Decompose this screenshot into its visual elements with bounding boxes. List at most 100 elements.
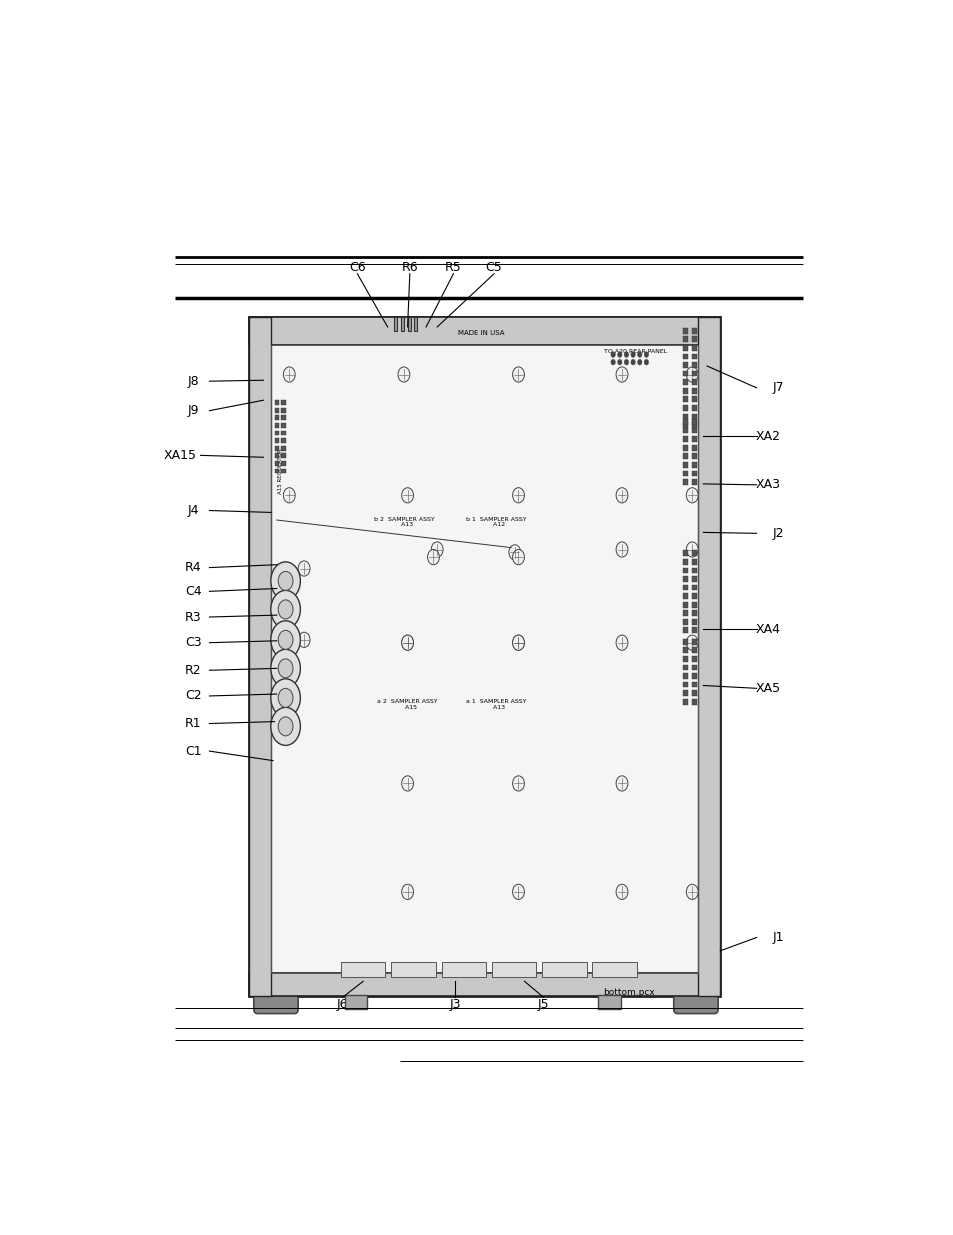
- Text: XA5: XA5: [755, 682, 781, 695]
- Bar: [682, 336, 687, 342]
- Circle shape: [685, 367, 698, 382]
- Bar: [249, 973, 720, 997]
- Circle shape: [278, 600, 293, 619]
- Circle shape: [271, 679, 300, 716]
- Text: R2: R2: [185, 663, 201, 677]
- Bar: [691, 388, 696, 394]
- Bar: [274, 446, 278, 451]
- Bar: [682, 601, 687, 608]
- Bar: [274, 431, 278, 436]
- Bar: [682, 462, 687, 468]
- Text: MADE IN USA: MADE IN USA: [457, 330, 504, 336]
- Text: XA3: XA3: [755, 478, 781, 492]
- Circle shape: [278, 716, 293, 736]
- Circle shape: [298, 561, 310, 576]
- Text: J4: J4: [187, 504, 199, 517]
- Bar: [691, 436, 696, 442]
- Text: b 2  SAMPLER ASSY
   A13: b 2 SAMPLER ASSY A13: [374, 516, 434, 527]
- Bar: [407, 317, 410, 331]
- Bar: [691, 584, 696, 590]
- Circle shape: [512, 776, 524, 792]
- Bar: [281, 424, 285, 427]
- Bar: [691, 479, 696, 485]
- Circle shape: [610, 359, 615, 366]
- Circle shape: [685, 635, 698, 651]
- Bar: [682, 656, 687, 662]
- Bar: [691, 345, 696, 351]
- Circle shape: [643, 359, 648, 366]
- Bar: [682, 471, 687, 477]
- Circle shape: [278, 658, 293, 678]
- Text: J1: J1: [772, 931, 783, 944]
- Circle shape: [630, 359, 635, 366]
- Circle shape: [427, 550, 439, 564]
- Bar: [682, 559, 687, 564]
- Circle shape: [637, 359, 641, 366]
- Circle shape: [616, 542, 627, 557]
- Bar: [391, 962, 436, 977]
- Text: A15 REGULATOR: A15 REGULATOR: [277, 448, 283, 494]
- Circle shape: [298, 632, 310, 647]
- Circle shape: [512, 367, 524, 382]
- Bar: [274, 400, 278, 405]
- Circle shape: [623, 352, 628, 357]
- Bar: [691, 462, 696, 468]
- Bar: [341, 962, 385, 977]
- Bar: [682, 353, 687, 359]
- Text: J2: J2: [772, 527, 783, 540]
- Circle shape: [512, 635, 524, 651]
- Text: XA15: XA15: [163, 448, 196, 462]
- Circle shape: [283, 367, 294, 382]
- Bar: [691, 568, 696, 573]
- Text: C4: C4: [185, 585, 201, 598]
- Text: bottom.pcx: bottom.pcx: [603, 988, 655, 997]
- Circle shape: [616, 367, 627, 382]
- Text: J7: J7: [772, 382, 783, 394]
- Bar: [274, 415, 278, 420]
- Bar: [274, 453, 278, 458]
- Bar: [274, 408, 278, 412]
- Bar: [691, 427, 696, 433]
- Text: C3: C3: [185, 636, 201, 650]
- Circle shape: [271, 650, 300, 688]
- Circle shape: [643, 352, 648, 357]
- Circle shape: [271, 562, 300, 600]
- Bar: [691, 610, 696, 616]
- Bar: [274, 424, 278, 427]
- Bar: [281, 453, 285, 458]
- Circle shape: [616, 635, 627, 651]
- Bar: [691, 329, 696, 333]
- Text: C1: C1: [185, 745, 201, 757]
- Bar: [274, 468, 278, 473]
- Text: J6: J6: [336, 998, 348, 1010]
- FancyBboxPatch shape: [673, 981, 718, 1014]
- Bar: [682, 419, 687, 425]
- Circle shape: [617, 359, 621, 366]
- Text: J5: J5: [537, 998, 549, 1010]
- Circle shape: [616, 884, 627, 899]
- Bar: [271, 345, 698, 973]
- Bar: [691, 647, 696, 653]
- Bar: [691, 370, 696, 377]
- Text: J3: J3: [449, 998, 460, 1010]
- Bar: [249, 316, 720, 997]
- Bar: [249, 316, 720, 345]
- Bar: [691, 445, 696, 451]
- Bar: [682, 673, 687, 679]
- Circle shape: [623, 359, 628, 366]
- Bar: [698, 316, 720, 997]
- Circle shape: [617, 352, 621, 357]
- Bar: [691, 336, 696, 342]
- Bar: [682, 362, 687, 368]
- Bar: [682, 405, 687, 411]
- Bar: [691, 673, 696, 679]
- Bar: [691, 551, 696, 556]
- Text: R4: R4: [185, 561, 201, 574]
- Circle shape: [610, 352, 615, 357]
- Bar: [691, 627, 696, 634]
- Bar: [274, 438, 278, 443]
- Bar: [682, 370, 687, 377]
- Text: XA4: XA4: [755, 622, 781, 636]
- Circle shape: [508, 545, 520, 559]
- Circle shape: [278, 688, 293, 708]
